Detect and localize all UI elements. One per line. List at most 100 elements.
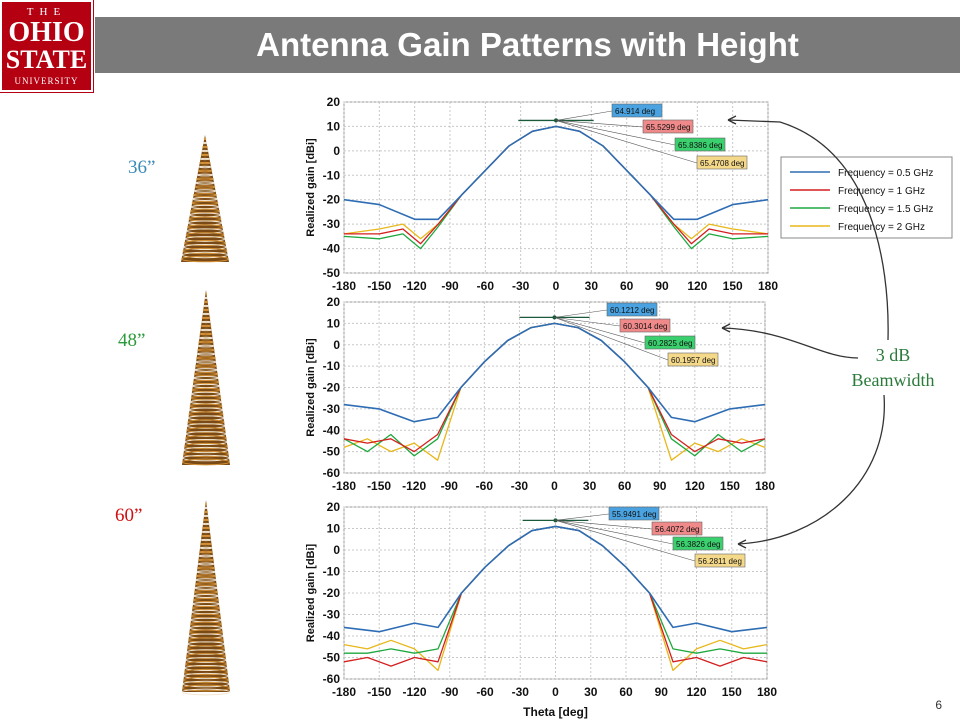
- arrow-to-chart-1: [721, 327, 859, 359]
- antenna-ring: [199, 546, 213, 550]
- marker-leader: [555, 110, 613, 121]
- marker-box: [606, 302, 658, 317]
- antenna-cone-body: [181, 135, 229, 262]
- marker-label: 60.2825 deg: [648, 339, 693, 348]
- marker-label: 56.2811 deg: [698, 557, 742, 566]
- antenna-ring: [199, 157, 211, 161]
- marker-leader: [555, 120, 644, 128]
- antenna-ring: [190, 204, 220, 210]
- x-tick-label: 120: [686, 685, 706, 699]
- antenna-ring: [198, 558, 214, 562]
- antenna-ring: [197, 562, 215, 566]
- x-tick-label: 60: [618, 479, 632, 493]
- beamwidth-annotation-line1: 3 dB: [875, 345, 911, 365]
- antenna-ring: [195, 582, 217, 586]
- antenna-ring: [184, 240, 226, 246]
- x-tick-label: -120: [403, 279, 427, 293]
- x-tick-label: -180: [332, 279, 356, 293]
- beamwidth-arrows: [721, 115, 889, 549]
- arrow-to-chart-0: [727, 119, 889, 341]
- marker-label: 65.4708 deg: [700, 159, 745, 168]
- antenna-ring: [192, 601, 220, 607]
- chart-2: -180 -150 -120 -90 -60 -30 0 30 60 90 120 150 180 20 1…: [305, 500, 777, 719]
- antenna-ring: [198, 165, 212, 169]
- antenna-ring: [183, 243, 227, 251]
- antenna-label-60: 60”: [115, 505, 143, 526]
- x-tick-label: 120: [685, 479, 705, 493]
- antenna-ring: [186, 653, 226, 659]
- antenna-ring: [192, 379, 220, 385]
- antenna-ring: [203, 300, 209, 304]
- antenna-ring: [182, 247, 228, 255]
- marker-label: 56.3826 deg: [676, 540, 721, 549]
- y-axis-label: Realized gain [dBi]: [305, 338, 317, 437]
- antenna-ring: [201, 530, 211, 534]
- marker-label: 60.1212 deg: [610, 306, 655, 315]
- logo-line-1: THE: [26, 6, 67, 18]
- antenna-ring: [203, 514, 209, 518]
- antenna-ring: [181, 688, 231, 696]
- marker-leader: [554, 317, 621, 327]
- antenna-ring: [196, 177, 214, 181]
- marker-box: [611, 103, 663, 118]
- antenna-ring: [202, 526, 210, 530]
- y-tick-label: -30: [323, 402, 341, 416]
- antenna-ring: [186, 427, 226, 433]
- marker-label: 56.4072 deg: [655, 525, 700, 534]
- marker-label: 64.914 deg: [615, 107, 655, 116]
- antenna-ring: [199, 550, 213, 554]
- antenna-ring: [204, 296, 208, 300]
- x-tick-label: -150: [367, 685, 391, 699]
- marker-label: 55.9491 deg: [612, 510, 657, 519]
- arrowhead: [737, 539, 747, 549]
- x-tick-label: 30: [584, 685, 598, 699]
- legend-entry: Frequency = 0.5 GHz: [838, 168, 933, 179]
- marker-leader: [555, 520, 653, 530]
- y-tick-label: -30: [323, 608, 341, 622]
- x-tick-label: 90: [655, 685, 669, 699]
- x-tick-label: -60: [476, 685, 494, 699]
- y-axis-label: Realized gain [dBi]: [305, 543, 317, 642]
- logo-line-2: OHIO: [8, 17, 85, 48]
- antenna-ring: [191, 609, 221, 615]
- antenna-ring: [192, 605, 220, 611]
- x-tick-label: -150: [367, 479, 391, 493]
- y-tick-label: -60: [323, 672, 341, 686]
- series-line-0: [343, 525, 768, 633]
- logo-line-3: STATE: [5, 45, 88, 74]
- arrowhead: [727, 115, 737, 125]
- antenna-ring: [203, 304, 209, 308]
- antenna-ring: [183, 676, 229, 684]
- marker-box: [608, 506, 660, 521]
- chart-1: -180 -150 -120 -90 -60 -30 0 30 60 90 120 150 180 20 1…: [305, 295, 775, 493]
- marker-label: 60.1957 deg: [671, 356, 716, 365]
- x-tick-label: -90: [441, 279, 459, 293]
- y-tick-label: -20: [323, 381, 341, 395]
- marker-box: [674, 137, 726, 152]
- x-tick-label: -180: [332, 479, 356, 493]
- antenna-ring: [201, 534, 211, 538]
- y-tick-label: -10: [323, 359, 341, 373]
- antenna-ring: [196, 356, 216, 360]
- antenna-ring: [200, 538, 212, 542]
- antenna-ring: [205, 502, 207, 506]
- antenna-ring: [187, 645, 225, 651]
- x-tick-label: 150: [722, 685, 742, 699]
- marker-label: 65.5299 deg: [646, 123, 691, 132]
- x-tick-label: 150: [720, 479, 740, 493]
- antenna-ring: [191, 387, 221, 393]
- ohio-state-logo: THE OHIO STATE UNIVERSITY: [0, 0, 94, 93]
- beamwidth-annotation-line2: Beamwidth: [851, 370, 935, 390]
- antenna-cone-body: [182, 500, 230, 692]
- legend-entry: Frequency = 2 GHz: [838, 222, 925, 233]
- y-tick-label: 20: [327, 95, 341, 109]
- marker-box: [642, 119, 694, 134]
- marker-box: [667, 352, 719, 367]
- marker-box: [672, 536, 724, 551]
- series-line-0: [343, 322, 766, 423]
- antenna-cone-1: [181, 290, 231, 466]
- marker-leader: [555, 120, 698, 164]
- x-tick-label: -180: [332, 685, 356, 699]
- arrowhead: [721, 323, 731, 333]
- antenna-ring: [202, 312, 210, 316]
